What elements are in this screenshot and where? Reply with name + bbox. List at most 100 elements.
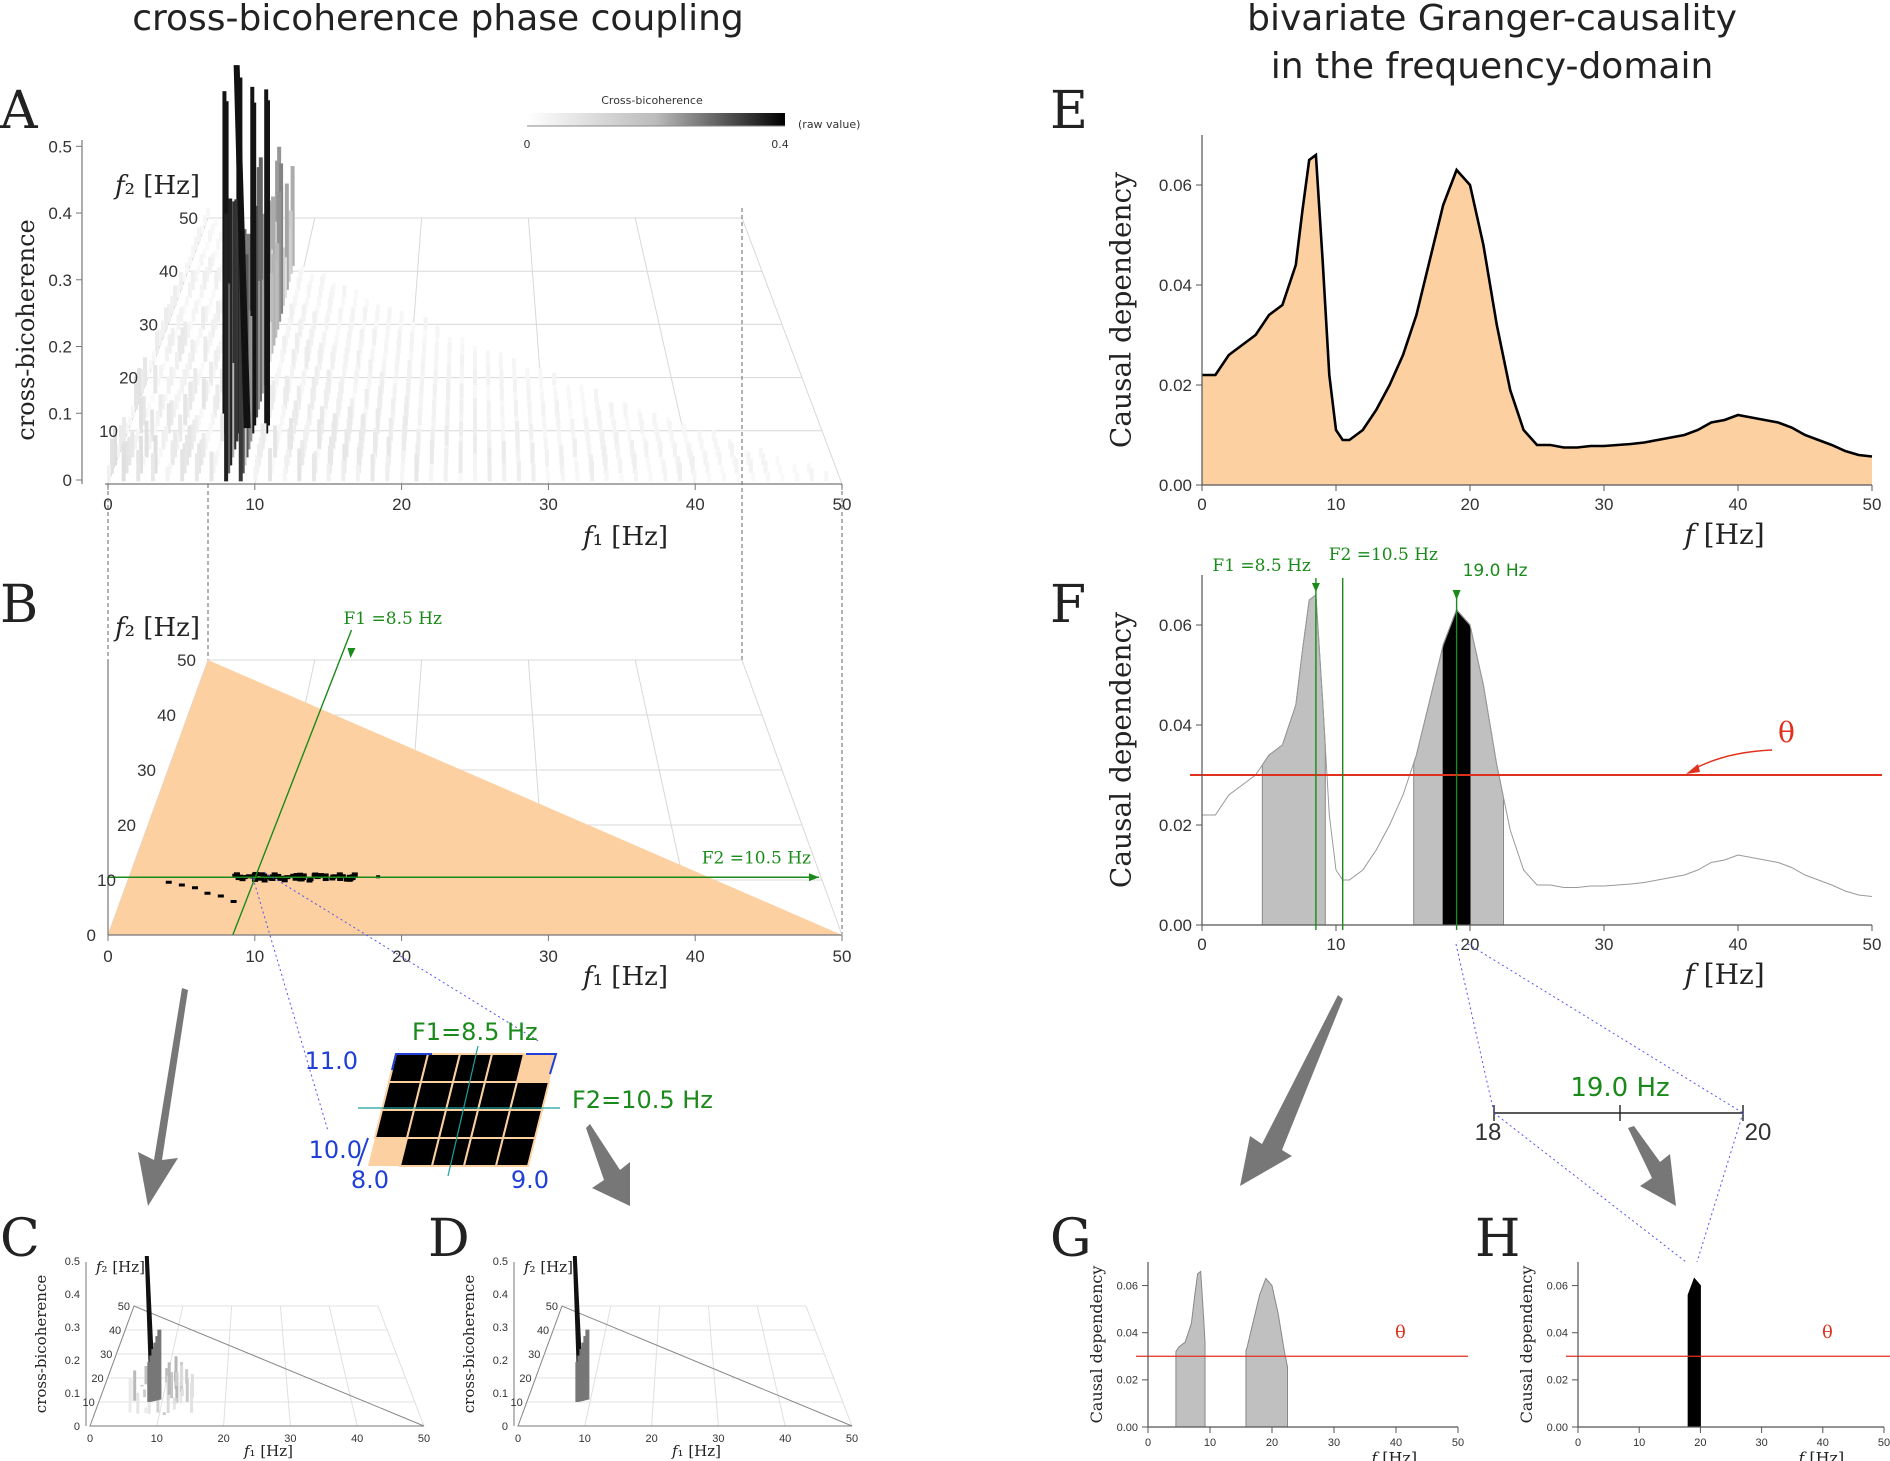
panel-a-bar bbox=[208, 256, 213, 274]
panel-a-bar bbox=[792, 464, 797, 474]
panel-b-point bbox=[297, 872, 304, 877]
panel-a-bar bbox=[422, 335, 427, 346]
granger-xlabel: 𝑓 [Hz] bbox=[1682, 958, 1764, 991]
panel-a-bar bbox=[539, 386, 544, 394]
panel-b-point bbox=[258, 876, 265, 881]
panel-a-bar bbox=[373, 432, 378, 458]
small-grid-line bbox=[328, 1305, 358, 1427]
panel-a-bar bbox=[164, 425, 169, 442]
panel-a-bar bbox=[250, 86, 255, 434]
panel-a-bar bbox=[193, 341, 198, 354]
panel-a-bar bbox=[385, 326, 390, 338]
panel-a-bar bbox=[697, 430, 702, 442]
small-ytick: 30 bbox=[528, 1349, 540, 1361]
panel-b-point bbox=[165, 880, 172, 884]
inset-corner-bl bbox=[357, 1137, 369, 1167]
panel-a-bar bbox=[525, 376, 530, 386]
granger-ytick: 0.00 bbox=[1159, 476, 1192, 495]
panel-a-bar bbox=[585, 427, 590, 442]
panel-a-bar bbox=[116, 444, 120, 458]
panel-a-bar bbox=[394, 364, 399, 378]
panel-a-bar bbox=[220, 413, 225, 442]
panel-a-bar bbox=[542, 415, 546, 426]
panel-b-f2-label: F2 =10.5 Hz bbox=[702, 848, 811, 868]
panel-a-bar bbox=[736, 473, 741, 482]
panel-a-bar bbox=[433, 370, 438, 386]
panel-b-ytick: 10 bbox=[97, 871, 116, 890]
panel-a-bar bbox=[486, 364, 491, 378]
granger-xtick: 50 bbox=[1452, 1437, 1464, 1449]
panel-a-bar bbox=[379, 372, 384, 394]
panel-a-bar bbox=[582, 409, 587, 418]
panel-b-point bbox=[261, 878, 268, 883]
panel-a-bar bbox=[473, 357, 477, 370]
panel-a-bar bbox=[571, 430, 576, 442]
panel-a-bar bbox=[197, 443, 202, 474]
panel-a-bar bbox=[579, 384, 584, 394]
panel-a-bar bbox=[206, 305, 211, 314]
granger-xtick: 50 bbox=[1878, 1437, 1890, 1449]
panel-a-bar bbox=[199, 439, 204, 466]
panel-a-bar bbox=[189, 424, 194, 450]
panel-a-bar bbox=[203, 306, 208, 322]
small-ztick: 0.2 bbox=[65, 1355, 80, 1367]
panel-a-bar bbox=[195, 373, 200, 386]
granger-ytick: 0.06 bbox=[1159, 616, 1192, 635]
panel-a-bar bbox=[349, 316, 354, 330]
panel-letter-e: E bbox=[1050, 81, 1088, 141]
small-bar bbox=[143, 1389, 147, 1398]
panel-a-bar bbox=[434, 342, 439, 354]
panel-a-bar bbox=[417, 409, 422, 426]
panel-a-bar bbox=[232, 201, 237, 450]
panel-a-bar bbox=[176, 285, 180, 298]
granger-ytick: 0.02 bbox=[1547, 1375, 1568, 1387]
panel-a-bar bbox=[315, 448, 320, 458]
panel-a-bar bbox=[191, 308, 196, 322]
panel-b-ylabel: 𝑓₂ [Hz] bbox=[113, 613, 200, 643]
panel-a-bar bbox=[205, 242, 210, 250]
panel-a-bar bbox=[214, 271, 219, 290]
panel-a-bar bbox=[331, 421, 336, 450]
small-bar bbox=[172, 1400, 176, 1404]
panel-a-xtick: 20 bbox=[392, 495, 411, 514]
panel-a-bar bbox=[193, 368, 198, 394]
marker-arrowhead bbox=[1311, 583, 1320, 592]
small-grid-line bbox=[584, 1305, 612, 1427]
panel-a-bar bbox=[211, 289, 216, 298]
panel-a-bar bbox=[139, 435, 144, 474]
panel-a-bar bbox=[188, 256, 192, 266]
panel-a-bar bbox=[350, 307, 355, 322]
small-bar bbox=[147, 1362, 152, 1402]
panel-a-bar bbox=[458, 474, 463, 482]
panel-a-bar bbox=[500, 422, 505, 434]
panel-a-bar bbox=[174, 394, 179, 410]
panel-a-bar bbox=[581, 401, 586, 410]
panel-a-bar bbox=[194, 236, 198, 250]
panel-a-bar bbox=[133, 435, 138, 450]
panel-a-bar bbox=[219, 264, 224, 274]
panel-a-bar bbox=[209, 297, 213, 306]
panel-a-bar bbox=[473, 385, 477, 394]
panel-a-bar bbox=[540, 391, 545, 402]
small-bar bbox=[144, 1366, 148, 1385]
panel-a-bar bbox=[218, 299, 223, 314]
panel-a-bar bbox=[545, 466, 550, 474]
small-ztick: 0 bbox=[74, 1421, 80, 1433]
panel-a-bar bbox=[681, 423, 686, 434]
panel-a-bar bbox=[210, 319, 215, 338]
panel-a-bar bbox=[587, 444, 592, 458]
panel-a-bar bbox=[300, 440, 305, 466]
small-xtick: 0 bbox=[87, 1433, 93, 1445]
panel-a-bar bbox=[392, 386, 397, 402]
panel-a-bar bbox=[205, 339, 210, 354]
panel-a-bar bbox=[173, 431, 178, 458]
granger-xtick: 50 bbox=[1863, 495, 1882, 514]
panel-a-bar bbox=[567, 392, 572, 402]
panel-a-bar bbox=[761, 453, 765, 466]
granger-ytick: 0.04 bbox=[1159, 716, 1192, 735]
panel-a-bar bbox=[746, 451, 751, 466]
panel-a-ylabel: 𝑓₂ [Hz] bbox=[113, 171, 200, 201]
panel-a-3d-bicoherence: Cross-bicoherence 0 0.4 (raw value) 0 0.1… bbox=[12, 65, 860, 552]
panel-a-bar bbox=[552, 372, 557, 386]
panel-a-xtick: 10 bbox=[245, 495, 264, 514]
